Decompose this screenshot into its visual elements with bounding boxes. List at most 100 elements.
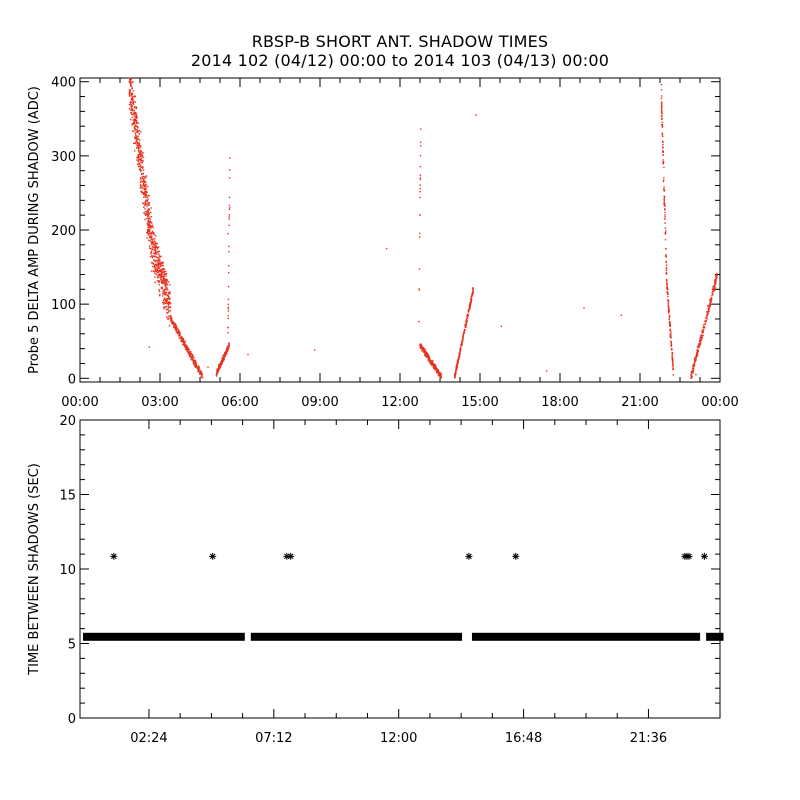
y-axis-title: Probe 5 DELTA AMP DURING SHADOW (ADC) bbox=[27, 86, 42, 374]
amp-point bbox=[158, 281, 160, 284]
chart-title: RBSP-B SHORT ANT. SHADOW TIMES bbox=[251, 32, 549, 51]
amp-point bbox=[156, 256, 158, 259]
amp-point bbox=[136, 120, 138, 122]
plot-panel-bottom: 02:24 07:12 12:00 16:48 21:36 0 5 10 15 20 TIME BE… bbox=[27, 414, 724, 746]
amp-point bbox=[165, 281, 167, 284]
amp-point bbox=[712, 289, 715, 292]
amp-point bbox=[156, 242, 158, 245]
amp-point bbox=[227, 306, 230, 309]
gap-outlier-point bbox=[700, 552, 708, 560]
amp-point bbox=[439, 375, 442, 377]
amp-point bbox=[165, 300, 168, 303]
amp-point bbox=[139, 168, 141, 170]
amp-point bbox=[695, 359, 697, 362]
amp-point bbox=[165, 286, 168, 289]
amp-point bbox=[166, 289, 169, 291]
amp-point bbox=[159, 295, 161, 297]
amp-point bbox=[695, 373, 697, 376]
amp-point bbox=[136, 138, 138, 141]
amp-point bbox=[158, 265, 160, 267]
amp-point bbox=[469, 305, 472, 307]
amp-point bbox=[136, 141, 138, 144]
amp-point bbox=[144, 191, 146, 193]
amp-point bbox=[140, 180, 142, 183]
amp-point bbox=[141, 177, 144, 180]
amp-point bbox=[142, 169, 145, 171]
amp-point bbox=[228, 245, 230, 248]
amp-point bbox=[691, 375, 693, 378]
amp-point bbox=[155, 255, 157, 258]
amp-point bbox=[165, 272, 168, 275]
amp-point bbox=[668, 325, 671, 327]
amp-point bbox=[669, 333, 672, 335]
amp-point bbox=[663, 179, 665, 181]
amp-point bbox=[694, 359, 696, 361]
amp-point bbox=[465, 326, 467, 329]
amp-point bbox=[129, 79, 131, 81]
amp-point bbox=[162, 292, 164, 295]
amp-point bbox=[140, 178, 142, 181]
amp-point bbox=[707, 305, 709, 307]
amp-point bbox=[438, 374, 440, 377]
amp-point bbox=[431, 360, 434, 363]
amp-point bbox=[665, 254, 667, 256]
amp-point bbox=[151, 225, 153, 228]
amp-point bbox=[159, 273, 161, 275]
amp-point bbox=[461, 336, 464, 339]
amp-point bbox=[157, 246, 159, 248]
amp-point bbox=[216, 368, 219, 370]
amp-point bbox=[229, 207, 231, 209]
amp-point bbox=[459, 348, 462, 350]
amp-point bbox=[160, 274, 162, 277]
gap-outlier-point bbox=[685, 552, 693, 560]
amp-point bbox=[151, 255, 154, 258]
amp-point bbox=[132, 108, 134, 110]
amp-point bbox=[418, 289, 420, 291]
amp-point bbox=[146, 229, 149, 232]
amp-point bbox=[186, 351, 189, 353]
amp-point bbox=[709, 302, 711, 304]
amp-point bbox=[133, 123, 135, 125]
amp-point bbox=[225, 350, 227, 353]
amp-point bbox=[701, 337, 703, 340]
amp-point bbox=[130, 94, 132, 96]
amp-point bbox=[176, 326, 178, 328]
amp-point bbox=[194, 364, 196, 367]
amp-point bbox=[192, 360, 195, 362]
amp-point bbox=[164, 284, 166, 286]
amp-point bbox=[128, 89, 131, 91]
amp-point bbox=[699, 336, 702, 338]
amp-point bbox=[425, 353, 428, 355]
amp-point bbox=[147, 220, 150, 222]
amp-point bbox=[196, 366, 198, 368]
amp-point bbox=[421, 350, 423, 352]
amp-point bbox=[175, 327, 177, 330]
amp-point bbox=[134, 95, 137, 98]
amp-point bbox=[144, 200, 147, 202]
amp-point bbox=[152, 263, 155, 265]
amp-point bbox=[712, 293, 714, 296]
amp-point bbox=[423, 349, 425, 351]
amp-point bbox=[703, 324, 705, 326]
amp-point bbox=[660, 89, 663, 91]
amp-point bbox=[666, 283, 668, 286]
amp-point bbox=[150, 252, 152, 255]
amp-point bbox=[161, 269, 163, 271]
amp-point bbox=[134, 128, 136, 130]
amp-point bbox=[420, 343, 422, 345]
amp-point bbox=[665, 271, 668, 274]
amp-point bbox=[222, 354, 224, 357]
amp-point bbox=[145, 213, 147, 215]
amp-point bbox=[709, 303, 711, 306]
amp-point bbox=[180, 336, 182, 339]
amp-point bbox=[423, 348, 425, 350]
amp-point bbox=[470, 300, 472, 303]
amp-point bbox=[185, 345, 187, 347]
amp-point bbox=[426, 352, 428, 354]
amp-point bbox=[667, 299, 669, 301]
amp-point bbox=[164, 288, 167, 291]
amp-point bbox=[471, 291, 474, 294]
amp-point bbox=[138, 168, 141, 170]
amp-point bbox=[153, 246, 156, 248]
amp-point bbox=[165, 278, 167, 281]
